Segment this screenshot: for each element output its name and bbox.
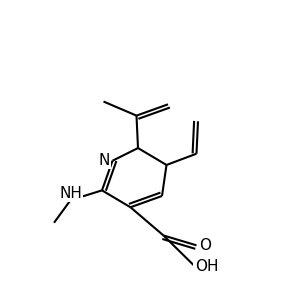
Text: OH: OH: [195, 259, 218, 274]
Text: NH: NH: [59, 186, 82, 201]
Text: O: O: [199, 238, 211, 253]
Text: N: N: [98, 153, 110, 168]
